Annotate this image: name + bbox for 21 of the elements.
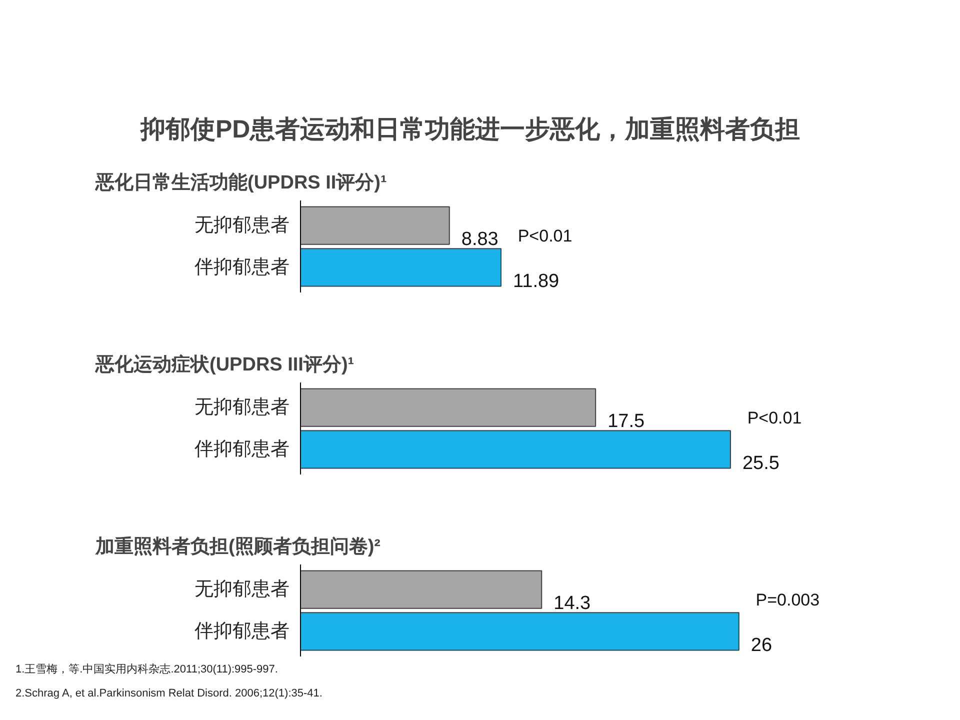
text: P=0.003 [756,590,820,610]
y-tick-label: 伴抑郁患者 [194,438,290,460]
chart-subtitle: 恶化运动症状(UPDRS III评分)¹ [94,354,354,376]
chart-subtitle: 加重照料者负担(照顾者负担问卷)² [94,536,380,558]
data-label: 8.83 [461,229,498,250]
data-label: 14.3 [554,593,591,614]
text: P<0.01 [518,226,572,246]
text: 1.王雪梅，等.中国实用内科杂志.2011;30(11):995-997. [16,662,278,676]
text: 2.Schrag A, et al.Parkinsonism Relat Disord. 2006;12(1):35-41. [16,688,322,700]
data-label: 26 [750,634,772,656]
y-tick-label: 无抑郁患者 [194,215,290,236]
y-tick-label: 无抑郁患者 [194,579,290,600]
data-label: 17.5 [608,411,645,432]
data-label: 25.5 [742,452,780,474]
y-tick-label: 伴抑郁患者 [194,256,290,278]
y-tick-label: 无抑郁患者 [194,397,290,418]
chart-title: 抑郁使PD患者运动和日常功能进一步恶化，加重照料者负担 [140,116,800,144]
y-tick-label: 伴抑郁患者 [194,620,290,642]
data-label: 11.89 [512,270,560,292]
chart-subtitle: 恶化日常生活功能(UPDRS II评分)¹ [94,172,387,194]
text: P<0.01 [747,408,802,428]
